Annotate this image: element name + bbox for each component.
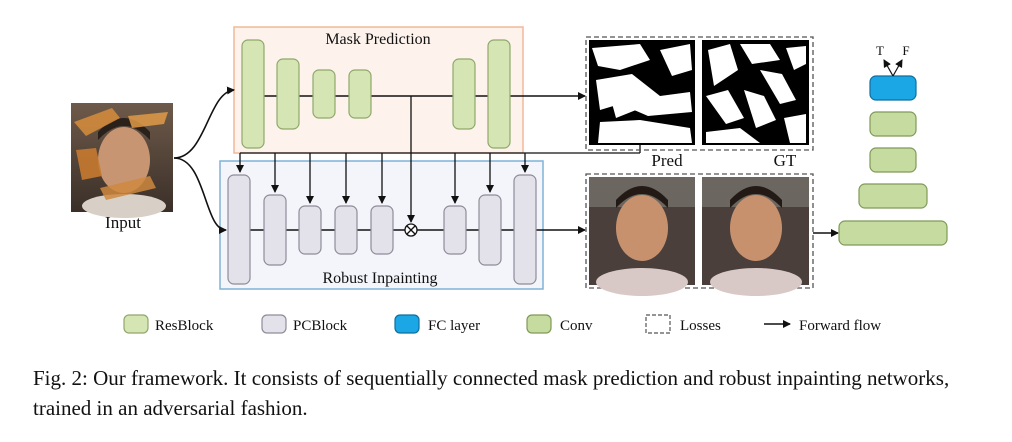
legend-label: Forward flow	[799, 318, 881, 334]
pred-label: Pred	[651, 151, 683, 170]
mask-resblock	[241, 39, 265, 149]
legend-label: PCBlock	[293, 318, 348, 334]
inpaint-pcblock	[370, 205, 394, 255]
input-label: Input	[105, 213, 141, 232]
legend-conv: Conv	[526, 314, 593, 334]
mask-losses-dashed-box	[585, 36, 814, 151]
gt-label: GT	[774, 151, 797, 170]
true-label: T	[876, 43, 884, 58]
gt-face-image	[702, 177, 809, 296]
legend-label: FC layer	[428, 318, 480, 334]
input-image	[71, 103, 173, 218]
legend-label: Losses	[680, 318, 721, 334]
inpaint-pcblock	[298, 205, 322, 255]
legend: ResBlock PCBlock FC layer Conv Losses Fo…	[123, 314, 881, 334]
figure-caption: Fig. 2: Our framework. It consists of se…	[33, 366, 950, 420]
mask-resblock	[452, 58, 476, 130]
robust-inpainting-title: Robust Inpainting	[322, 270, 437, 287]
flow-input-to-inpaint	[173, 157, 227, 234]
framework-diagram: Mask Prediction Robust Inpainting Input	[71, 26, 948, 334]
mask-prediction-title: Mask Prediction	[325, 31, 430, 48]
false-label: F	[902, 43, 909, 58]
legend-label: Conv	[560, 318, 593, 334]
mask-resblock	[312, 69, 336, 119]
disc-conv-block	[838, 220, 948, 246]
legend-label: ResBlock	[155, 318, 214, 334]
inpaint-pcblock	[263, 194, 287, 266]
disc-fc-layer	[869, 75, 917, 101]
legend-fc-layer: FC layer	[394, 314, 480, 334]
inpaint-pcblock	[443, 205, 467, 255]
mask-to-inpaint-skips	[236, 96, 529, 223]
mask-resblock	[276, 58, 300, 130]
legend-losses: Losses	[645, 314, 721, 334]
gt-mask-image	[702, 40, 809, 145]
disc-conv-block	[869, 147, 917, 173]
mask-resblock	[487, 39, 511, 149]
legend-forward-flow: Forward flow	[764, 318, 881, 334]
inpaint-pcblock	[478, 194, 502, 266]
inpaint-pcblock	[227, 174, 251, 285]
image-losses-dashed-box	[585, 173, 814, 289]
legend-pcblock: PCBlock	[261, 314, 348, 334]
mask-resblock	[348, 69, 372, 119]
multiply-operator	[404, 223, 418, 237]
disc-output-arrows	[883, 59, 903, 77]
disc-conv-block	[869, 111, 917, 137]
pred-mask-image	[589, 40, 695, 145]
flow-input-to-mask	[173, 86, 235, 159]
inpainted-face-image	[589, 177, 695, 296]
legend-resblock: ResBlock	[123, 314, 214, 334]
inpaint-pcblock	[334, 205, 358, 255]
inpaint-pcblock	[513, 174, 537, 285]
disc-conv-block	[858, 183, 928, 209]
